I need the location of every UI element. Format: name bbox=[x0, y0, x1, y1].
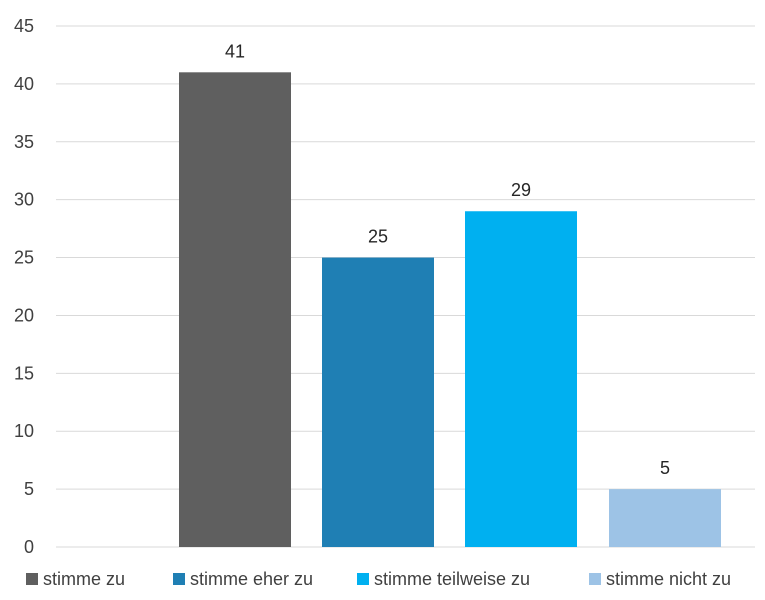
legend-swatch bbox=[26, 573, 38, 585]
data-label: 29 bbox=[511, 180, 531, 200]
bars bbox=[179, 72, 721, 548]
data-labels: 41 25 29 5 bbox=[225, 41, 670, 478]
bar-4 bbox=[609, 489, 721, 547]
y-tick-label: 35 bbox=[14, 132, 34, 152]
bar-1 bbox=[179, 72, 291, 548]
y-tick-label: 40 bbox=[14, 74, 34, 94]
data-label: 25 bbox=[368, 227, 388, 247]
bar-3 bbox=[465, 211, 577, 547]
data-label: 5 bbox=[660, 458, 670, 478]
y-tick-label: 45 bbox=[14, 16, 34, 36]
legend-swatch bbox=[589, 573, 601, 585]
data-label: 41 bbox=[225, 41, 245, 61]
legend-label: stimme nicht zu bbox=[606, 569, 731, 589]
y-tick-label: 0 bbox=[24, 537, 34, 557]
y-tick-label: 10 bbox=[14, 421, 34, 441]
y-tick-label: 5 bbox=[24, 479, 34, 499]
legend-swatch bbox=[173, 573, 185, 585]
legend: stimme zu stimme eher zu stimme teilweise … bbox=[26, 569, 731, 589]
y-tick-label: 20 bbox=[14, 305, 34, 325]
y-tick-label: 25 bbox=[14, 248, 34, 268]
bar-2 bbox=[322, 257, 434, 547]
y-tick-label: 30 bbox=[14, 190, 34, 210]
y-axis: 0 5 10 15 20 25 30 35 40 45 bbox=[14, 16, 34, 557]
legend-label: stimme eher zu bbox=[190, 569, 313, 589]
legend-label: stimme teilweise zu bbox=[374, 569, 530, 589]
legend-label: stimme zu bbox=[43, 569, 125, 589]
legend-swatch bbox=[357, 573, 369, 585]
y-tick-label: 15 bbox=[14, 363, 34, 383]
